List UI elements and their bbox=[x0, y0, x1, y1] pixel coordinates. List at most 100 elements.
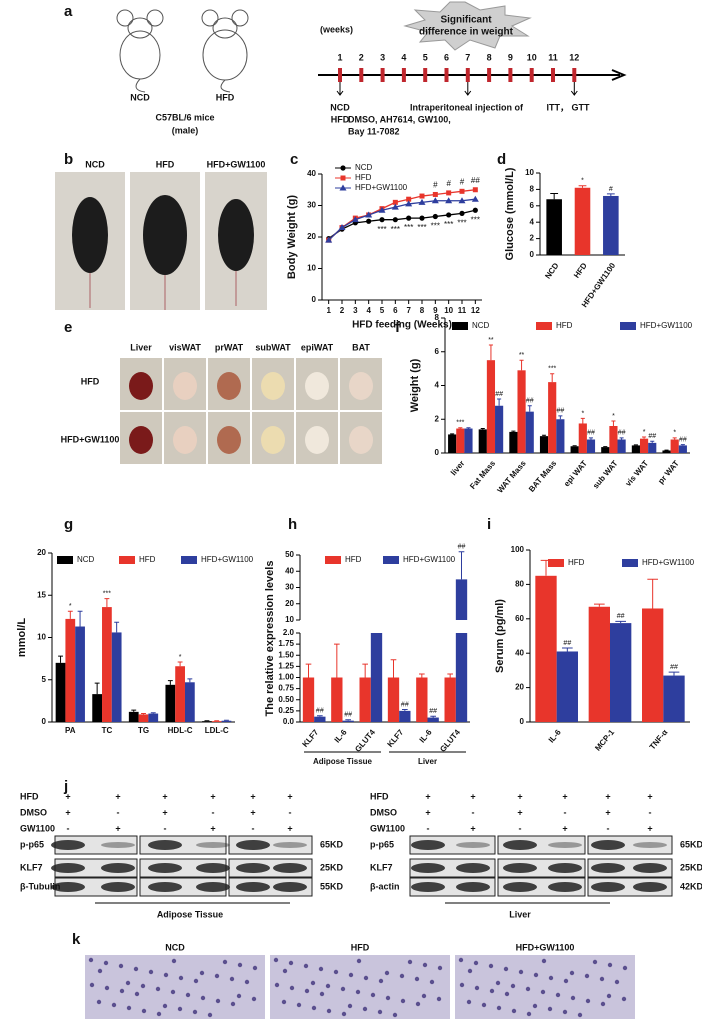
bar bbox=[455, 633, 468, 722]
error-bar bbox=[594, 603, 605, 607]
error-bar bbox=[680, 444, 685, 446]
bar bbox=[342, 720, 354, 722]
label: NCD bbox=[130, 92, 150, 102]
blot-band bbox=[273, 882, 307, 892]
point bbox=[418, 198, 426, 205]
point bbox=[365, 211, 373, 218]
week-number: 2 bbox=[359, 52, 364, 62]
event-text: DMSO, AH7614, GW100, bbox=[348, 114, 451, 124]
nucleus bbox=[251, 996, 257, 1002]
blot-band bbox=[148, 840, 182, 850]
x-tick-label: 8 bbox=[420, 306, 425, 315]
legend-label: HFD+GW1100 bbox=[640, 321, 693, 330]
nucleus bbox=[134, 991, 140, 997]
nucleus bbox=[606, 993, 612, 999]
x-tick-label: Fat Mass bbox=[468, 458, 497, 490]
y-tick-label: 0 bbox=[520, 717, 525, 726]
point bbox=[406, 215, 412, 221]
condition-sign: + bbox=[425, 791, 430, 801]
bar bbox=[387, 677, 400, 722]
significance: *** bbox=[391, 225, 400, 234]
nucleus bbox=[496, 1005, 502, 1011]
nucleus bbox=[415, 1001, 421, 1007]
organ bbox=[261, 426, 285, 454]
nucleus bbox=[525, 986, 531, 992]
bar bbox=[570, 446, 579, 453]
significance: # bbox=[460, 177, 465, 186]
error-bar bbox=[647, 578, 658, 609]
bar bbox=[302, 677, 315, 722]
blot-band bbox=[633, 863, 667, 873]
nucleus bbox=[458, 957, 464, 963]
condition-sign: - bbox=[67, 823, 70, 833]
point bbox=[391, 203, 399, 210]
nucleus bbox=[348, 972, 354, 978]
nucleus bbox=[103, 960, 109, 966]
panel-label: f bbox=[395, 319, 401, 336]
nucleus bbox=[421, 993, 427, 999]
condition-label: HFD bbox=[370, 791, 389, 801]
bar bbox=[556, 651, 578, 722]
nucleus bbox=[236, 993, 242, 999]
legend-swatch bbox=[452, 322, 468, 330]
y-tick-label: 10 bbox=[37, 633, 46, 642]
blot-band bbox=[101, 842, 135, 848]
nucleus bbox=[244, 979, 250, 985]
y-tick-label: 4 bbox=[530, 217, 535, 226]
blot-band bbox=[51, 882, 85, 892]
blot-band bbox=[548, 842, 582, 848]
significance: ** bbox=[519, 352, 525, 359]
image-label: HFD+GW1100 bbox=[516, 942, 575, 952]
condition-label: GW1100 bbox=[20, 823, 55, 833]
nucleus bbox=[585, 998, 591, 1004]
point bbox=[392, 217, 398, 223]
nucleus bbox=[199, 970, 205, 976]
nucleus bbox=[288, 960, 294, 966]
nucleus bbox=[510, 983, 516, 989]
mouse-drawings bbox=[116, 9, 249, 93]
significance: ## bbox=[679, 436, 687, 443]
nucleus bbox=[155, 986, 161, 992]
nucleus bbox=[533, 972, 539, 978]
blot-band bbox=[548, 863, 582, 873]
error-bar bbox=[141, 713, 146, 715]
bar bbox=[221, 720, 232, 722]
band-label: p-p65 bbox=[20, 839, 44, 849]
point bbox=[458, 197, 466, 204]
condition-sign: - bbox=[564, 807, 567, 817]
nucleus bbox=[555, 992, 561, 998]
blot-band bbox=[503, 840, 537, 850]
week-number: 10 bbox=[527, 52, 537, 62]
week-marker bbox=[551, 68, 555, 82]
y-axis-label: mmol/L bbox=[16, 618, 28, 657]
panel-label: a bbox=[64, 3, 73, 20]
bar bbox=[416, 677, 428, 722]
error-bar bbox=[550, 193, 559, 200]
condition-sign: + bbox=[287, 823, 292, 833]
legend-label: NCD bbox=[472, 321, 490, 330]
blot-band bbox=[411, 863, 445, 873]
week-number: 5 bbox=[423, 52, 428, 62]
point bbox=[419, 215, 425, 221]
error-bar bbox=[672, 437, 677, 440]
band-label: β-actin bbox=[370, 881, 400, 891]
nucleus bbox=[355, 989, 361, 995]
tissue-label: Adipose Tissue bbox=[157, 909, 223, 919]
legend-label: HFD bbox=[345, 555, 362, 564]
bar bbox=[556, 419, 565, 453]
point bbox=[446, 190, 452, 196]
organ bbox=[305, 426, 329, 454]
nucleus bbox=[384, 970, 390, 976]
panel-label: i bbox=[487, 516, 491, 533]
error-bar bbox=[480, 428, 485, 430]
significance: # bbox=[433, 181, 438, 190]
y-tick-label: 40 bbox=[285, 566, 294, 575]
x-tick-label: epi WAT bbox=[562, 459, 589, 489]
band-size: 25KD bbox=[680, 862, 702, 872]
nucleus bbox=[214, 973, 220, 979]
nucleus bbox=[230, 1001, 236, 1007]
blot-band bbox=[456, 882, 490, 892]
significance: * bbox=[673, 430, 676, 437]
y-tick-label: 1.25 bbox=[278, 661, 294, 670]
x-tick-label: 4 bbox=[366, 306, 371, 315]
